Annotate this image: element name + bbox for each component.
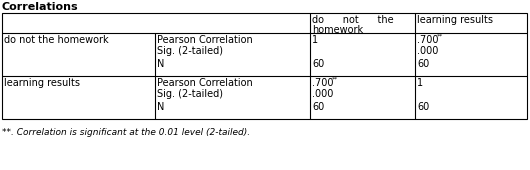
Text: learning results: learning results (4, 78, 80, 88)
Text: Pearson Correlation: Pearson Correlation (157, 78, 253, 88)
Text: Correlations: Correlations (2, 2, 78, 12)
Text: Sig. (2-tailed): Sig. (2-tailed) (157, 46, 223, 56)
Text: .000: .000 (312, 89, 333, 99)
Text: Pearson Correlation: Pearson Correlation (157, 35, 253, 45)
Text: N: N (157, 102, 164, 112)
Text: .700: .700 (417, 35, 438, 45)
Text: learning results: learning results (417, 15, 493, 25)
Text: Sig. (2-tailed): Sig. (2-tailed) (157, 89, 223, 99)
Text: **. Correlation is significant at the 0.01 level (2-tailed).: **. Correlation is significant at the 0.… (2, 128, 250, 137)
Text: .000: .000 (417, 46, 438, 56)
Text: homework: homework (312, 25, 363, 35)
Text: **: ** (437, 34, 443, 39)
Text: 60: 60 (312, 59, 324, 69)
Text: 60: 60 (417, 59, 429, 69)
Text: do      not      the: do not the (312, 15, 394, 25)
Text: 1: 1 (312, 35, 318, 45)
Text: **: ** (332, 77, 338, 82)
Text: 60: 60 (417, 102, 429, 112)
Text: 60: 60 (312, 102, 324, 112)
Text: 1: 1 (417, 78, 423, 88)
Text: do not the homework: do not the homework (4, 35, 109, 45)
Text: N: N (157, 59, 164, 69)
Bar (2, 13, 527, 119)
Text: .700: .700 (312, 78, 333, 88)
